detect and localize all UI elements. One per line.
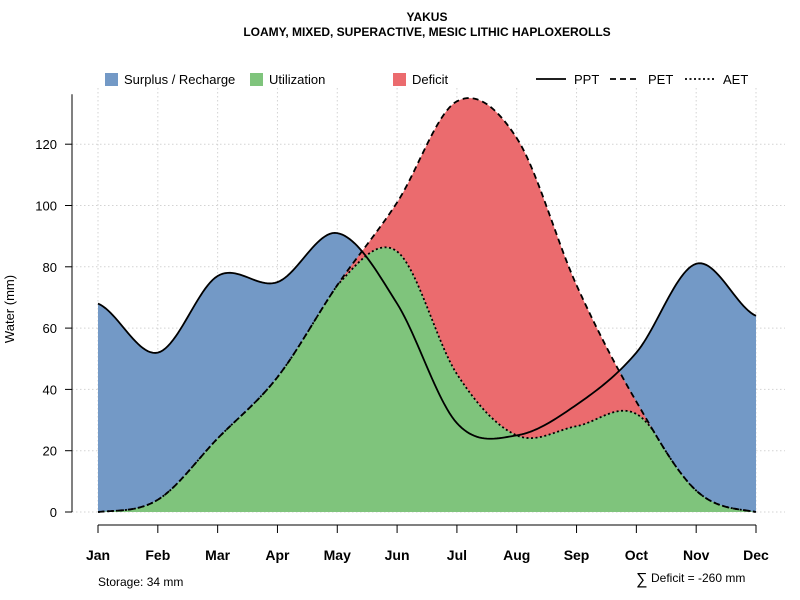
legend-label: AET	[723, 72, 748, 87]
deficit-note: Deficit = -260 mm	[651, 571, 745, 585]
legend-label: Surplus / Recharge	[124, 72, 235, 87]
legend-swatch	[250, 73, 263, 86]
axes: 0 20 40 60 80 100 120 Jan Feb Mar Apr May Jun Jul Aug S…	[35, 94, 769, 563]
x-tick-label: Jan	[86, 547, 110, 563]
chart-subtitle: LOAMY, MIXED, SUPERACTIVE, MESIC LITHIC …	[243, 25, 610, 39]
x-tick-label: Oct	[625, 547, 649, 563]
sum-symbol: ∑	[636, 571, 647, 588]
x-tick-label: Feb	[145, 547, 170, 563]
y-tick-label: 100	[35, 199, 57, 214]
legend-swatch	[393, 73, 406, 86]
chart-title: YAKUS	[407, 10, 448, 24]
deficit-area	[98, 98, 756, 513]
y-tick-label: 60	[43, 321, 57, 336]
y-tick-label: 120	[35, 137, 57, 152]
y-tick-label: 40	[43, 382, 57, 397]
x-tick-label: Nov	[683, 547, 710, 563]
legend-label: PET	[648, 72, 673, 87]
legend-label: Deficit	[412, 72, 449, 87]
pet-line	[97, 97, 757, 513]
x-tick-label: May	[324, 547, 351, 563]
legend-label: PPT	[574, 72, 599, 87]
x-tick-label: Jul	[447, 547, 467, 563]
water-balance-areas	[98, 98, 756, 513]
legend-label: Utilization	[269, 72, 325, 87]
y-tick-label: 0	[50, 505, 57, 520]
legend: Surplus / Recharge Utilization Deficit PPT P…	[105, 72, 748, 87]
legend-swatch	[105, 73, 118, 86]
storage-note: Storage: 34 mm	[98, 575, 183, 589]
y-axis-label: Water (mm)	[2, 275, 17, 343]
x-tick-label: Jun	[385, 547, 410, 563]
x-tick-label: Sep	[564, 547, 590, 563]
x-tick-label: Aug	[503, 547, 530, 563]
x-tick-label: Dec	[743, 547, 769, 563]
x-tick-label: Apr	[265, 547, 290, 563]
aet-line	[97, 246, 757, 513]
y-tick-label: 80	[43, 260, 57, 275]
ppt-line	[97, 231, 757, 440]
y-tick-label: 20	[43, 444, 57, 459]
series-lines	[97, 97, 757, 513]
x-tick-label: Mar	[205, 547, 230, 563]
utilization-area	[98, 247, 756, 513]
